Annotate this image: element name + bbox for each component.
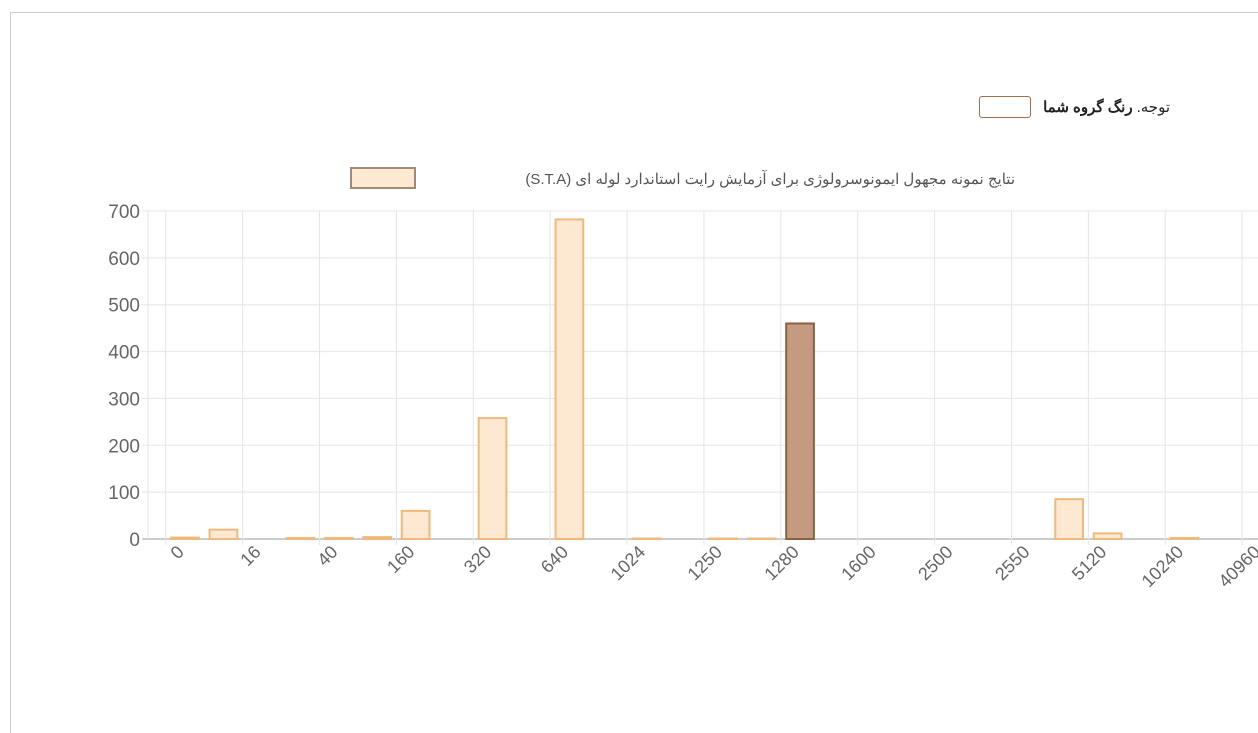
bar: [1055, 499, 1083, 539]
y-tick-label: 300: [108, 389, 140, 410]
x-tick-label: 16: [236, 542, 264, 570]
bar: [363, 537, 391, 539]
bar: [402, 511, 430, 539]
bar: [171, 538, 199, 539]
x-tick-label: 1600: [837, 542, 879, 584]
y-tick-label: 400: [108, 343, 140, 364]
y-tick-label: 200: [108, 436, 140, 457]
x-tick-label: 0: [167, 542, 188, 563]
x-tick-label: 40: [313, 542, 341, 570]
y-tick-label: 600: [108, 249, 140, 270]
x-tick-label: 2500: [914, 542, 956, 584]
x-tick-label: 640: [537, 542, 572, 577]
bar: [210, 530, 238, 539]
y-tick-label: 0: [129, 530, 140, 551]
bar: [1171, 538, 1199, 539]
x-tick-label: 1250: [684, 542, 726, 584]
x-tick-label: 1280: [760, 542, 802, 584]
legend-label: نتایج نمونه مجهول ایمونوسرولوژی برای آزم…: [525, 170, 1015, 188]
x-tick-label: 2550: [991, 542, 1033, 584]
y-tick-label: 500: [108, 296, 140, 317]
x-tick-label: 10240: [1138, 542, 1188, 592]
bar: [286, 538, 314, 539]
y-tick-label: 700: [108, 202, 140, 223]
bar: [479, 418, 507, 539]
x-tick-label: 40960: [1215, 542, 1258, 592]
legend-swatch: [351, 168, 415, 188]
bar: [1094, 533, 1122, 539]
x-tick-label: 320: [460, 542, 495, 577]
x-tick-label: 1024: [607, 542, 649, 584]
bar: [556, 219, 584, 539]
bar: [325, 538, 353, 539]
y-tick-label: 100: [108, 483, 140, 504]
x-tick-label: 5120: [1068, 542, 1110, 584]
x-tick-label: 160: [383, 542, 418, 577]
bar: [786, 323, 814, 539]
